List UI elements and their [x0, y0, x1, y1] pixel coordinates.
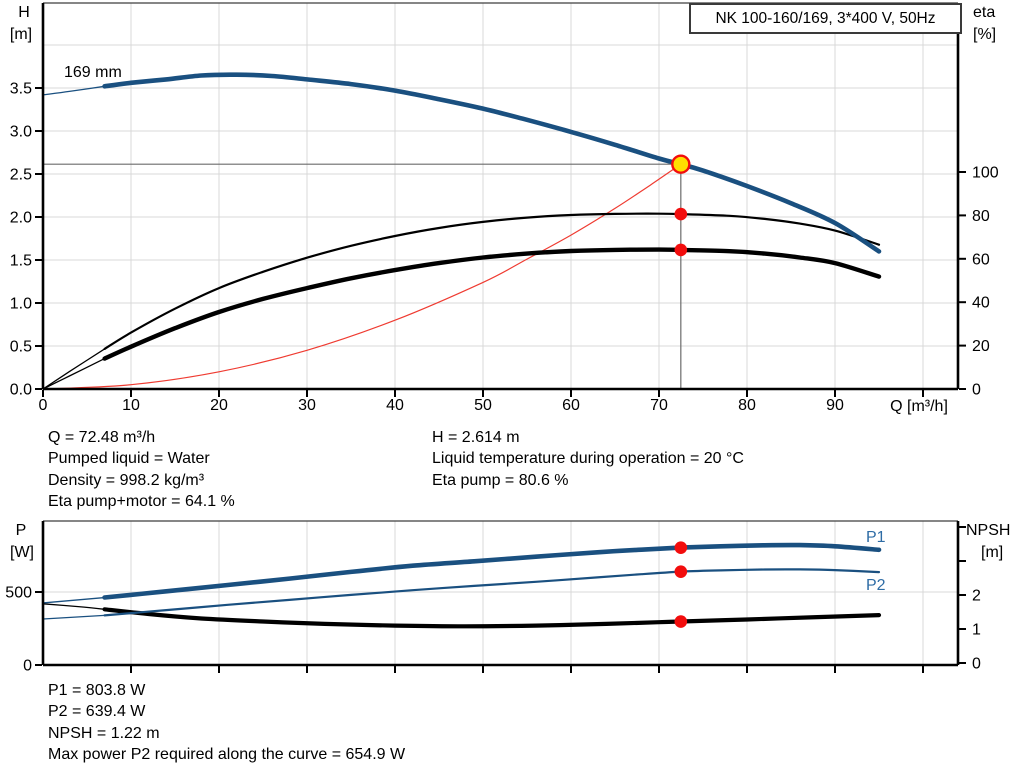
y-right-tick-label: 60 — [972, 251, 990, 268]
y-right-axis-title-line1: eta — [973, 4, 995, 21]
qh-chart: 0 10 20 30 40 50 60 70 80 90 0.0 0.5 1.0 1.5 2.0 2.5 3.0… — [10, 2, 999, 415]
info-line: Max power P2 required along the curve = … — [48, 746, 406, 764]
x-tick-label: 70 — [650, 397, 668, 414]
duty-point-marker — [671, 154, 691, 174]
eta-pump-marker — [674, 207, 688, 221]
chart-title-box: NK 100-160/169, 3*400 V, 50Hz — [689, 3, 962, 34]
power-npsh-chart: 0 500 0 1 2 P [W] NPSH [m] P1 P2 — [5, 520, 1010, 675]
p2-marker — [674, 565, 688, 578]
info-line: P2 = 639.4 W — [48, 703, 146, 721]
y-left-tick-label: 0.0 — [10, 382, 32, 399]
y-right-tick-label: 1 — [972, 622, 981, 639]
y-right-axis-title-line2: [m] — [981, 544, 1003, 561]
y-right-axis-title-line2: [%] — [973, 26, 996, 43]
y-left-axis-title-line2: [W] — [10, 544, 34, 561]
p1-curve-lead — [42, 596, 106, 604]
y-right-tick-label: 2 — [972, 588, 981, 605]
x-tick-label: 20 — [210, 397, 228, 414]
y-right-axis-title-line1: NPSH — [966, 522, 1010, 539]
y-right-tick-label: 100 — [972, 165, 999, 182]
y-left-axis-title-line1: P — [16, 522, 27, 539]
info-line: Density = 998.2 kg/m³ — [48, 471, 205, 489]
y-left-tick-label: 0.5 — [10, 339, 32, 356]
p1-curve-label: P1 — [866, 529, 886, 546]
power-npsh-info-block: P1 = 803.8 W P2 = 639.4 W NPSH = 1.22 m Max… — [48, 680, 405, 766]
duty-info-right-column: H = 2.614 m Liquid temperature during ope… — [432, 427, 744, 491]
y-left-tick-label: 2.5 — [10, 167, 32, 184]
info-line: Eta pump = 80.6 % — [432, 471, 569, 489]
head-curve-169mm-lead — [42, 85, 106, 96]
eta-pump-motor-marker — [674, 243, 688, 257]
p2-curve-lead — [42, 614, 106, 620]
eta-pump-curve — [103, 212, 881, 350]
info-line: Q = 72.48 m³/h — [48, 429, 156, 446]
eta-pump-motor-curve — [102, 247, 882, 361]
y-left-tick-label: 1.5 — [10, 253, 32, 270]
x-tick-label: 90 — [826, 397, 844, 414]
info-line: NPSH = 1.22 m — [48, 724, 160, 742]
eta-pump-curve-lead — [42, 348, 106, 390]
p1-curve — [102, 542, 882, 600]
info-line: H = 2.614 m — [432, 429, 520, 446]
npsh-curve-lead — [42, 603, 106, 610]
y-right-tick-label: 40 — [972, 295, 990, 312]
affinity-curve — [42, 163, 682, 390]
duty-info-left-column: Q = 72.48 m³/h Pumped liquid = Water Densi… — [48, 427, 235, 513]
npsh-curve — [102, 607, 882, 629]
p2-curve-label: P2 — [866, 577, 886, 594]
p2-curve — [103, 568, 881, 617]
npsh-marker — [674, 615, 688, 628]
y-left-tick-label: 3.0 — [10, 124, 32, 141]
y-left-tick-label: 1.0 — [10, 296, 32, 313]
y-right-tick-label: 0 — [972, 382, 981, 399]
x-tick-label: 60 — [562, 397, 580, 414]
info-line: Eta pump+motor = 64.1 % — [48, 493, 235, 511]
x-tick-label: 80 — [738, 397, 756, 414]
y-right-tick-label: 20 — [972, 338, 990, 355]
y-right-tick-label: 0 — [972, 656, 981, 673]
y-right-tick-label: 80 — [972, 208, 990, 225]
y-left-tick-label: 0 — [23, 658, 32, 675]
y-left-axis-title-line1: H — [18, 4, 30, 21]
eta-pump-motor-curve-lead — [42, 357, 106, 390]
p1-marker — [674, 541, 688, 554]
x-tick-label: 0 — [39, 397, 48, 414]
info-line: Liquid temperature during operation = 20… — [432, 450, 744, 468]
x-tick-label: 40 — [386, 397, 404, 414]
x-tick-label: 50 — [474, 397, 492, 414]
y-left-tick-label: 3.5 — [10, 81, 32, 98]
y-left-tick-label: 2.0 — [10, 210, 32, 227]
info-line: P1 = 803.8 W — [48, 682, 146, 699]
y-left-axis-title-line2: [m] — [10, 26, 32, 43]
x-tick-label: 30 — [298, 397, 316, 414]
impeller-diameter-label: 169 mm — [64, 64, 122, 81]
head-curve-169mm — [102, 72, 882, 254]
x-tick-label: 10 — [122, 397, 140, 414]
y-left-tick-label: 500 — [5, 585, 32, 602]
x-axis-title: Q [m³/h] — [890, 398, 948, 415]
info-line: Pumped liquid = Water — [48, 450, 210, 468]
